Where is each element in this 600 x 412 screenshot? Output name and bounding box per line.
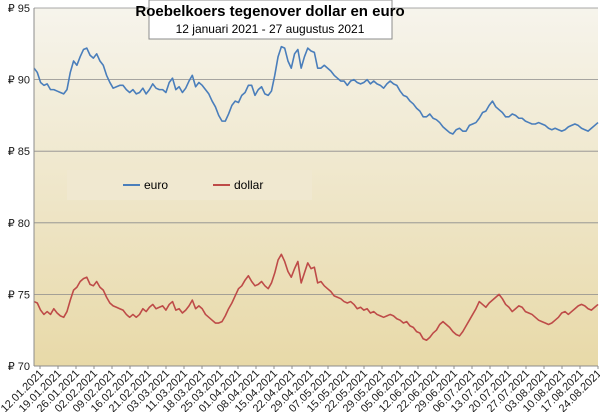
axes <box>33 8 599 369</box>
y-tick-label: ₽ 70 <box>8 361 30 373</box>
y-tick-label: ₽ 85 <box>8 146 30 158</box>
y-tick-label: ₽ 75 <box>8 289 30 301</box>
legend-box <box>67 170 312 200</box>
y-tick-label: ₽ 95 <box>8 3 30 15</box>
chart-title: Roebelkoers tegenover dollar en euro <box>135 3 404 20</box>
title-box: Roebelkoers tegenover dollar en euro 12 … <box>135 0 405 40</box>
legend-label-dollar: dollar <box>234 178 263 192</box>
legend-label-euro: euro <box>144 178 168 192</box>
series-line-dollar <box>33 253 599 342</box>
y-tick-label: ₽ 90 <box>8 75 30 87</box>
y-tick-labels: ₽ 70 ₽ 75 ₽ 80 ₽ 85 ₽ 90 ₽ 95 <box>8 3 30 373</box>
series-lines <box>33 45 599 342</box>
series-line-euro <box>33 45 599 135</box>
x-tick-labels: 12.01.202119.01.202126.01.202102.02.2021… <box>0 368 600 412</box>
y-tick-label: ₽ 80 <box>8 218 30 230</box>
chart-subtitle: 12 januari 2021 - 27 augustus 2021 <box>176 22 365 36</box>
legend: euro dollar <box>67 170 312 200</box>
